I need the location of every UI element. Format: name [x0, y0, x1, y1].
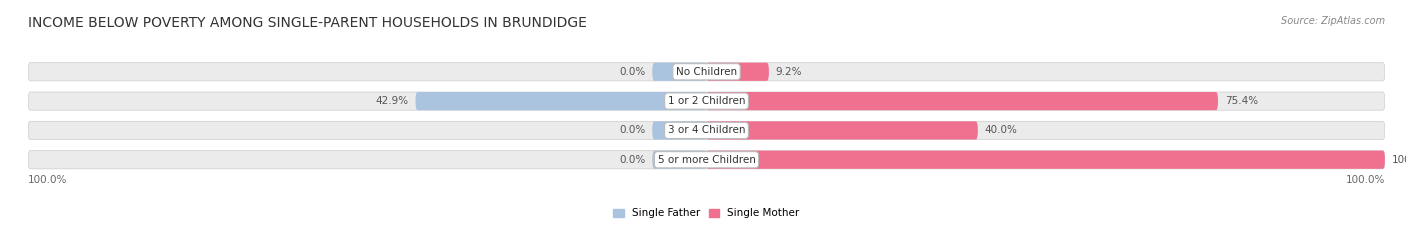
FancyBboxPatch shape: [707, 151, 1385, 169]
Legend: Single Father, Single Mother: Single Father, Single Mother: [613, 208, 800, 218]
Text: 0.0%: 0.0%: [619, 155, 645, 165]
Text: 100.0%: 100.0%: [1346, 175, 1385, 185]
Text: 100.0%: 100.0%: [28, 175, 67, 185]
Text: 1 or 2 Children: 1 or 2 Children: [668, 96, 745, 106]
Text: Source: ZipAtlas.com: Source: ZipAtlas.com: [1281, 16, 1385, 26]
Text: 5 or more Children: 5 or more Children: [658, 155, 755, 165]
Text: INCOME BELOW POVERTY AMONG SINGLE-PARENT HOUSEHOLDS IN BRUNDIDGE: INCOME BELOW POVERTY AMONG SINGLE-PARENT…: [28, 16, 586, 30]
FancyBboxPatch shape: [707, 63, 769, 81]
FancyBboxPatch shape: [652, 63, 707, 81]
Text: 100.0%: 100.0%: [1392, 155, 1406, 165]
Text: 3 or 4 Children: 3 or 4 Children: [668, 125, 745, 135]
FancyBboxPatch shape: [707, 92, 1218, 110]
FancyBboxPatch shape: [28, 63, 1385, 81]
Text: 9.2%: 9.2%: [776, 67, 803, 77]
FancyBboxPatch shape: [652, 151, 707, 169]
FancyBboxPatch shape: [652, 121, 707, 140]
Text: 42.9%: 42.9%: [375, 96, 409, 106]
FancyBboxPatch shape: [28, 92, 1385, 110]
FancyBboxPatch shape: [28, 121, 1385, 140]
Text: 40.0%: 40.0%: [984, 125, 1018, 135]
FancyBboxPatch shape: [707, 121, 979, 140]
Text: No Children: No Children: [676, 67, 737, 77]
FancyBboxPatch shape: [416, 92, 707, 110]
FancyBboxPatch shape: [28, 151, 1385, 169]
Text: 0.0%: 0.0%: [619, 67, 645, 77]
Text: 0.0%: 0.0%: [619, 125, 645, 135]
Text: 75.4%: 75.4%: [1225, 96, 1258, 106]
